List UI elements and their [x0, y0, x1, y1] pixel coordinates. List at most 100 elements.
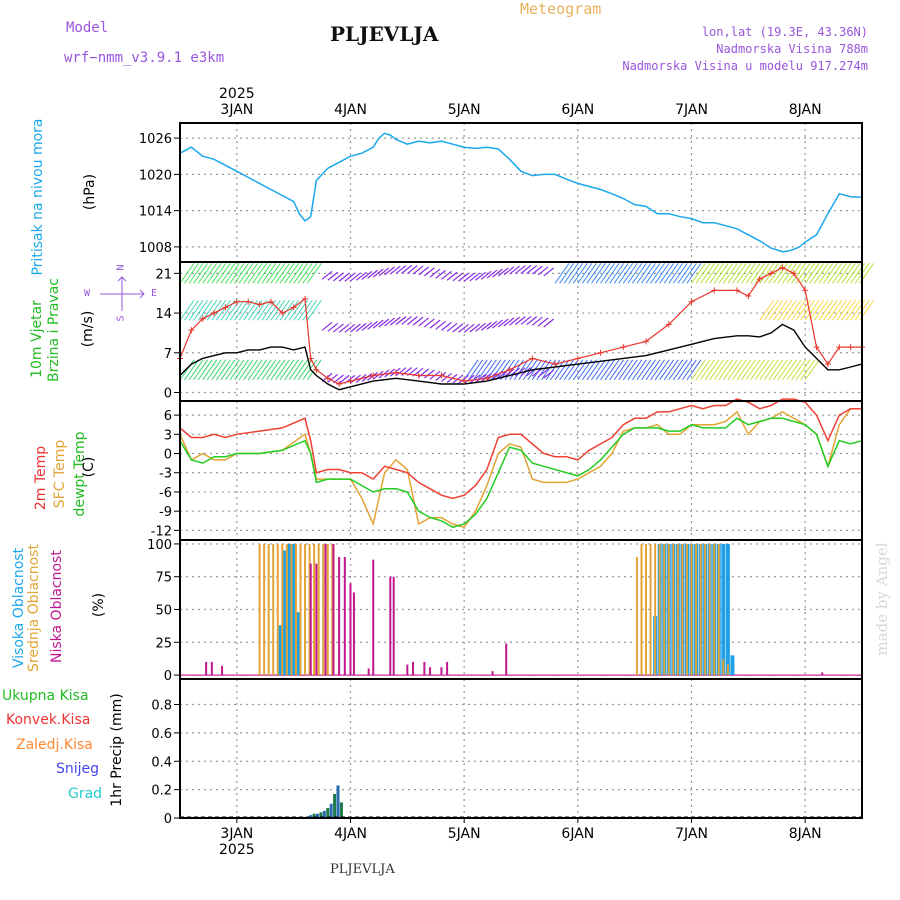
top-axis-label-7JAN: 7JAN — [675, 102, 708, 118]
wind-arrow — [613, 263, 629, 284]
wind-arrow — [372, 319, 384, 329]
cloud-mid-bar — [331, 543, 334, 676]
wind-gust-marker — [245, 298, 252, 305]
wind-arrow — [654, 263, 670, 284]
wind-arrow — [302, 263, 318, 284]
wind-arrow — [225, 359, 240, 381]
bottom-axis-label-6JAN: 6JAN — [561, 826, 594, 842]
wind-arrow — [284, 359, 299, 381]
cloud-mid-bar — [294, 543, 297, 676]
compass-west: W — [84, 288, 91, 299]
wind-arrow — [622, 263, 638, 284]
wind-arrow — [401, 315, 413, 325]
wind-arrow — [677, 359, 693, 381]
cloud-high-bar — [287, 543, 292, 676]
wind-arrow — [586, 263, 602, 284]
cloud-low-bar — [412, 661, 415, 676]
wind-arrow — [495, 359, 511, 381]
cloud-high-bar — [278, 625, 283, 676]
wind-arrow — [677, 263, 693, 284]
pressure-ytick-label: 1014 — [139, 205, 172, 220]
temp-ytick-label: 3 — [164, 428, 172, 443]
wind-gust-marker — [643, 338, 650, 345]
wind-arrow — [179, 359, 195, 381]
wind-arrow — [344, 323, 356, 333]
wind-arrow — [777, 359, 793, 381]
wind-ytick-label: 7 — [164, 347, 172, 362]
wind-arrow — [809, 263, 825, 284]
wind-arrow — [477, 359, 493, 381]
wind-arrow — [554, 263, 570, 284]
wind-arrow — [333, 272, 344, 282]
wind-gust-marker — [336, 380, 343, 387]
wind-arrow — [813, 299, 829, 321]
wind-arrow — [732, 359, 747, 381]
wind-arrow — [429, 319, 441, 329]
temp-2m-line — [179, 398, 862, 500]
wind-arrow — [378, 267, 390, 277]
wind-arrow — [389, 265, 401, 275]
wind-arrow — [306, 299, 322, 321]
wind-arrow — [446, 271, 458, 281]
temp-ytick-label: -6 — [159, 486, 172, 501]
wind-arrow — [668, 359, 684, 381]
bottom-axis-label-8JAN: 8JAN — [789, 826, 822, 842]
wind-arrow — [695, 359, 711, 381]
precip-ytick-label: 0.8 — [151, 699, 172, 714]
wind-arrow — [252, 359, 268, 381]
wind-arrow — [472, 359, 488, 381]
wind-arrow — [663, 263, 679, 284]
wind-arrow — [759, 359, 775, 381]
wind-arrow — [800, 263, 816, 284]
wind-arrow — [804, 263, 820, 284]
wind-arrow — [609, 263, 625, 284]
cloud-mid-bar — [649, 543, 652, 676]
pressure-panel: 1008 1014 1020 1026 — [139, 122, 863, 263]
wind-arrow — [754, 263, 770, 284]
wind-arrow — [618, 263, 634, 284]
wind-arrow — [520, 264, 532, 274]
wind-arrow — [288, 359, 304, 381]
precip-legend-snow: Snijeg — [56, 761, 100, 777]
wind-arrow — [275, 359, 290, 381]
wind-arrow — [179, 299, 195, 321]
wind-arrow — [841, 263, 856, 284]
wind-arrow — [265, 263, 281, 284]
cloud-low-bar — [343, 557, 346, 676]
cloud-mid-bar — [708, 543, 711, 676]
wind-arrow — [759, 263, 775, 284]
wind-gust-marker — [222, 304, 229, 311]
wind-arrow — [293, 359, 309, 381]
wind-gust-marker — [552, 361, 559, 368]
cloud-low-bar — [332, 543, 335, 676]
wind-arrow — [650, 359, 665, 381]
temp-ytick-label: -3 — [159, 467, 172, 482]
wind-arrow — [845, 263, 861, 284]
precip-bar — [336, 785, 340, 818]
wind-arrow — [763, 299, 779, 321]
wind-arrow — [406, 265, 418, 275]
wind-arrow — [841, 299, 856, 321]
pressure-ytick-label: 1008 — [139, 241, 172, 256]
wind-arrow — [750, 359, 766, 381]
cloud-high-bar — [725, 543, 730, 676]
wind-arrow — [631, 263, 647, 284]
wind-arrow — [772, 263, 788, 284]
wind-arrow — [514, 316, 526, 326]
wind-arrow — [288, 299, 304, 321]
wind-arrow — [668, 263, 684, 284]
wind-arrow — [559, 263, 575, 284]
wind-arrow — [321, 270, 333, 280]
wind-arrow — [367, 371, 378, 381]
wind-arrow — [681, 263, 697, 284]
cloud-mid-bar — [635, 557, 638, 676]
cloud-mid-bar — [304, 543, 307, 676]
wind-arrow — [609, 359, 625, 381]
wind-arrow — [243, 359, 259, 381]
cloud-low-bar — [309, 563, 312, 676]
wind-arrow — [188, 263, 204, 284]
cloud-ytick-label: 75 — [155, 571, 172, 586]
lonlat-label: lon,lat (19.3E, 43.36N) — [701, 25, 868, 39]
wind-arrow — [627, 359, 643, 381]
